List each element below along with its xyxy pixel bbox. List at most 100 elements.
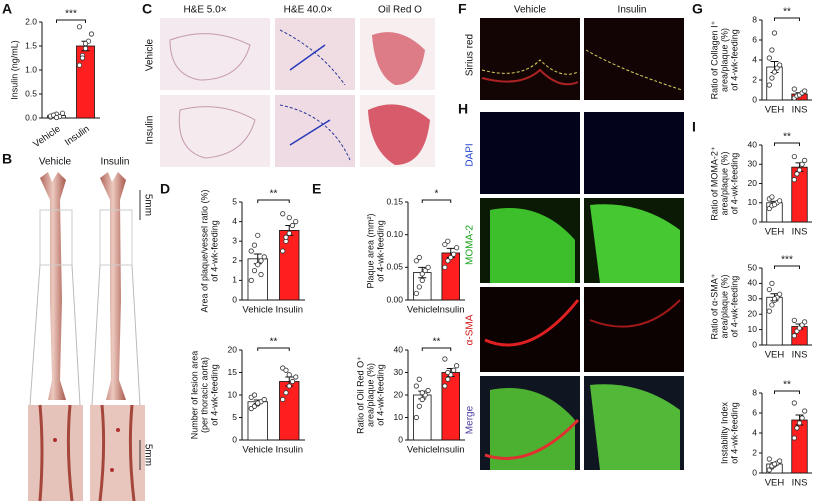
data-point bbox=[442, 241, 448, 248]
data-point bbox=[53, 114, 60, 121]
column-label: Insulin bbox=[101, 157, 130, 168]
panel-letter: C bbox=[142, 1, 152, 17]
data-point bbox=[442, 356, 448, 362]
y-tick-label: 40 bbox=[394, 344, 404, 354]
column-label: H&E 40.0× bbox=[284, 5, 333, 16]
y-tick-label: 10 bbox=[748, 197, 758, 207]
data-point bbox=[425, 264, 431, 270]
y-tick-label: 30 bbox=[748, 159, 758, 169]
data-point bbox=[445, 238, 451, 244]
y-tick-label: 1.0 bbox=[25, 64, 37, 74]
y-tick-label: 0 bbox=[232, 294, 237, 304]
data-point bbox=[769, 75, 775, 81]
data-point bbox=[289, 378, 296, 385]
data-point bbox=[425, 387, 431, 394]
data-point bbox=[771, 461, 778, 467]
data-point bbox=[766, 286, 772, 293]
y-tick-label: 10 bbox=[748, 324, 758, 334]
row-label: α-SMA bbox=[465, 314, 476, 345]
y-axis-label: area/plaque (%) bbox=[719, 274, 729, 338]
data-point bbox=[419, 396, 425, 403]
data-point bbox=[769, 280, 775, 286]
column-label: Oil Red O bbox=[378, 5, 422, 16]
bar bbox=[791, 166, 808, 223]
data-point bbox=[802, 88, 808, 94]
y-tick-label: 20 bbox=[748, 308, 758, 318]
y-axis-label: of 4-wk-feeding bbox=[209, 364, 219, 426]
y-tick-label: 0.5 bbox=[25, 88, 37, 98]
data-point bbox=[286, 383, 292, 389]
data-point bbox=[454, 245, 460, 251]
y-tick-label: 0.15 bbox=[386, 196, 403, 206]
y-tick-label: 0 bbox=[752, 94, 757, 104]
data-point bbox=[255, 400, 261, 406]
y-tick-label: 10 bbox=[228, 389, 238, 399]
data-point bbox=[802, 408, 808, 414]
row-label: Sirius red bbox=[465, 34, 476, 76]
data-point bbox=[451, 251, 457, 257]
data-point bbox=[794, 425, 800, 431]
scale-label: 5mm bbox=[142, 444, 153, 466]
data-point bbox=[286, 372, 292, 378]
significance-label: ** bbox=[783, 7, 791, 18]
data-point bbox=[777, 198, 783, 204]
data-point bbox=[413, 290, 419, 297]
y-tick-label: 15 bbox=[228, 367, 238, 377]
significance-bracket bbox=[421, 199, 452, 203]
y-tick-label: 1.5 bbox=[25, 40, 37, 50]
data-point bbox=[258, 271, 264, 278]
y-axis-label: Number of lesion area bbox=[189, 351, 199, 440]
significance-label: ** bbox=[783, 380, 791, 391]
data-point bbox=[251, 267, 258, 274]
y-tick-label: 20 bbox=[228, 344, 238, 354]
x-tick-label: Insulin bbox=[437, 305, 464, 316]
significance-label: * bbox=[435, 189, 439, 200]
data-point bbox=[791, 400, 797, 406]
data-point bbox=[258, 258, 264, 264]
data-point bbox=[791, 86, 797, 92]
y-axis-label: of 4-wk-feeding bbox=[729, 153, 739, 215]
data-point bbox=[766, 55, 772, 61]
y-axis-label: Ratio of α-SMA⁺ bbox=[709, 273, 719, 339]
y-tick-label: 1 bbox=[232, 275, 237, 285]
y-tick-label: 0 bbox=[398, 434, 403, 444]
panel-letter: G bbox=[692, 1, 703, 17]
data-point bbox=[251, 242, 258, 248]
x-tick-label: VEH bbox=[765, 350, 785, 361]
data-point bbox=[769, 194, 775, 200]
x-tick-label: INS bbox=[792, 350, 808, 361]
data-point bbox=[771, 69, 778, 75]
significance-bracket bbox=[774, 390, 800, 394]
data-point bbox=[791, 317, 797, 323]
panel-letter: H bbox=[458, 101, 468, 117]
panel-letter: I bbox=[692, 119, 696, 135]
data-point bbox=[419, 277, 425, 283]
x-tick-label: Insulin bbox=[276, 305, 303, 316]
y-axis-label: (per thoracic aorta) bbox=[199, 357, 209, 433]
x-tick-label: Insulin bbox=[276, 445, 303, 456]
y-tick-label: 0 bbox=[232, 434, 237, 444]
x-tick-label: Vehicle bbox=[407, 305, 438, 316]
y-axis-label: Plaque area (mm²) bbox=[365, 213, 375, 288]
panel-letter: A bbox=[2, 1, 12, 17]
data-point bbox=[445, 369, 451, 376]
data-point bbox=[280, 211, 286, 217]
significance-bracket bbox=[774, 265, 800, 269]
y-axis-label: of 4-wk-feeding bbox=[209, 220, 219, 282]
data-point bbox=[293, 374, 299, 380]
y-tick-label: 4 bbox=[752, 54, 757, 64]
data-point bbox=[791, 333, 797, 339]
significance-label: ** bbox=[783, 132, 791, 143]
data-point bbox=[777, 291, 783, 297]
data-point bbox=[796, 167, 803, 173]
x-tick-label: Vehicle bbox=[407, 445, 438, 456]
y-axis-label: Ratio of Oil Red O⁺ bbox=[355, 356, 365, 434]
data-point bbox=[88, 31, 95, 37]
y-tick-label: 40 bbox=[748, 139, 758, 149]
data-point bbox=[777, 458, 783, 464]
data-point bbox=[794, 171, 800, 177]
data-point bbox=[416, 376, 422, 382]
data-point bbox=[419, 271, 425, 277]
y-tick-label: 5 bbox=[232, 196, 237, 206]
